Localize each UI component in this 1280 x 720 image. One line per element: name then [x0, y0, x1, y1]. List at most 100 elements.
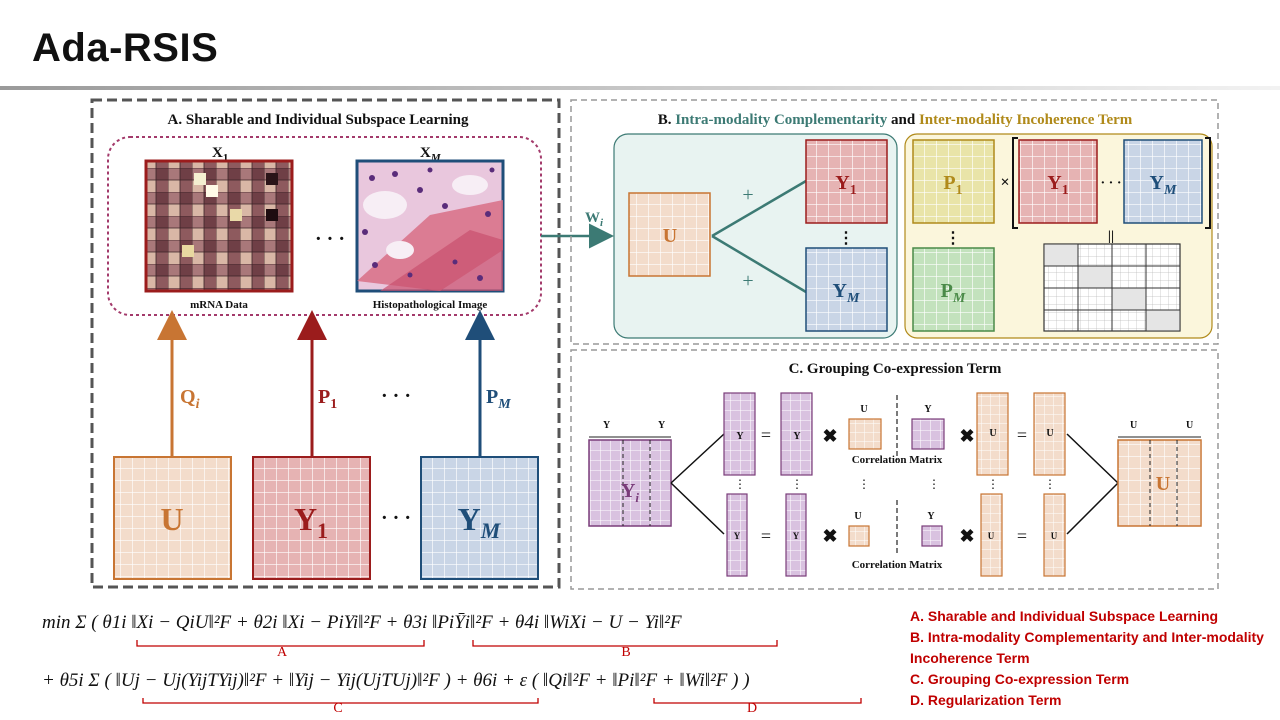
c-u1-column [976, 392, 1009, 476]
legend-item-d: D. Regularization Term [910, 692, 1062, 708]
b-matrix-pm [912, 247, 995, 332]
title-divider [0, 86, 1280, 90]
c-eq-4: = [1017, 526, 1027, 546]
b-matrix-p1 [912, 139, 995, 224]
pm-label: PM [486, 386, 511, 412]
brace-b-label: B [621, 645, 630, 660]
panel-b-heading: B. Intra-modality Complementarity and In… [658, 112, 1133, 128]
brace-a-label: A [277, 645, 288, 660]
c-times-4: ✖ [959, 526, 974, 546]
matrix-ym [420, 456, 539, 580]
b-times: × [1000, 174, 1009, 191]
histopathology-image [355, 159, 505, 293]
b-branch-lines [711, 179, 807, 294]
c-branch-left [670, 433, 725, 535]
legend-item-b: B. Intra-modality Complementarity and In… [910, 629, 1264, 666]
c-u1-label-r: U [1046, 428, 1053, 439]
c-times-1: ✖ [822, 426, 837, 446]
c-vdots: ⋮ [858, 477, 870, 491]
c-corr-y1 [911, 418, 945, 450]
mrna-caption: mRNA Data [190, 299, 248, 311]
b-matrix-y1 [805, 139, 888, 224]
panel-a-heading: A. Sharable and Individual Subspace Lear… [168, 112, 469, 128]
c-eq-1: = [761, 425, 771, 445]
matrix-u-label: U [160, 501, 183, 537]
b-matrix-u [628, 192, 711, 277]
c-yi1-label-r: Y [793, 431, 801, 442]
c-corr-ur [848, 525, 870, 547]
c-yir-column-r [785, 493, 807, 577]
c-matrix-u [1117, 439, 1202, 527]
c-yir-label: Y [734, 531, 741, 541]
b-matrix-ym [805, 247, 888, 332]
objective-line-2: + θ5i Σ ( ‖Uj − Uj(YijTYij)‖²F + ‖Yij − … [42, 670, 750, 691]
c-matrix-yi-label: Yi [621, 480, 639, 505]
c-vdots: ⋮ [734, 477, 746, 491]
c-corr-yr-label: Y [927, 511, 935, 522]
brace-c-label: C [333, 701, 342, 716]
modalities-ellipsis: · · · [315, 228, 345, 250]
b-bracket-y1-label: Y1 [1047, 172, 1068, 198]
c-ur-column [980, 493, 1003, 577]
b-matrix-ym-label: YM [833, 280, 860, 306]
objective-line-1: min Σ ( θ1i ‖Xi − QiU‖²F + θ2i ‖Xi − PiY… [42, 612, 682, 633]
b-plus-bottom: + [742, 270, 753, 292]
p1-label: P1 [318, 386, 337, 412]
c-times-2: ✖ [959, 426, 974, 446]
brace-a [136, 640, 425, 647]
b-equals: || [1108, 229, 1114, 244]
matrix-u [113, 456, 232, 580]
panel-c-heading: C. Grouping Co-expression Term [789, 361, 1002, 377]
b-block-diagonal-matrix [1043, 243, 1181, 332]
c-ur-top-label: U [1186, 420, 1193, 431]
b-bracket-ym [1123, 139, 1203, 224]
page-title: Ada-RSIS [32, 26, 219, 70]
b-bracket-ym-label: YM [1150, 172, 1177, 198]
matrix-y1-label: Y1 [294, 501, 328, 543]
c-corr-ur-label: U [854, 511, 861, 522]
c-corr-caption-top: Correlation Matrix [852, 454, 943, 466]
c-yir-top-label: Y [658, 420, 666, 431]
brace-d [653, 698, 862, 704]
c-vdots: ⋮ [791, 477, 803, 491]
c-corr-u1-label: U [860, 404, 867, 415]
heatmap-cell [266, 209, 278, 221]
c-vdots: ⋮ [1044, 477, 1056, 491]
panel-c-frame [570, 349, 1219, 590]
b-matrix-u-label: U [663, 225, 677, 247]
c-yi1-label: Y [736, 431, 744, 442]
c-corr-yr [921, 525, 943, 547]
c-ur-label: U [988, 531, 995, 541]
matrix-y1 [252, 456, 371, 580]
brace-b [472, 640, 778, 647]
c-u1-top-label: U [1130, 420, 1137, 431]
c-yi1-column-r [780, 392, 813, 476]
b-plus-top: + [742, 184, 753, 206]
c-eq-3: = [761, 526, 771, 546]
heatmap-cell [230, 209, 242, 221]
b-bracket-y1 [1018, 139, 1098, 224]
heatmap-cell [194, 173, 206, 185]
b-vdots-p: ⋮ [945, 230, 961, 247]
panel-b-frame [570, 99, 1219, 345]
c-ur-label-r: U [1051, 531, 1058, 541]
c-u1-label: U [989, 428, 996, 439]
x1-label: X1 [212, 145, 228, 164]
c-yir-label-r: Y [793, 531, 800, 541]
heatmap-cell [266, 173, 278, 185]
b-matrix-y1-label: Y1 [835, 172, 856, 198]
c-corr-y1-label: Y [924, 404, 932, 415]
legend-item-c: C. Grouping Co-expression Term [910, 671, 1130, 687]
matrix-ym-label: YM [458, 501, 502, 543]
heatmap-cell [206, 185, 218, 197]
b-brackets [1012, 137, 1211, 229]
c-ur-column-r [1043, 493, 1066, 577]
arrows-ellipsis: · · · [381, 385, 411, 407]
term-legend: A. Sharable and Individual Subspace Lear… [910, 606, 1270, 711]
c-eq-2: = [1017, 425, 1027, 445]
c-corr-u1 [848, 418, 882, 450]
b-matrix-p1-label: P1 [943, 172, 962, 198]
c-matrix-yi [588, 439, 672, 527]
c-vdots: ⋮ [987, 477, 999, 491]
